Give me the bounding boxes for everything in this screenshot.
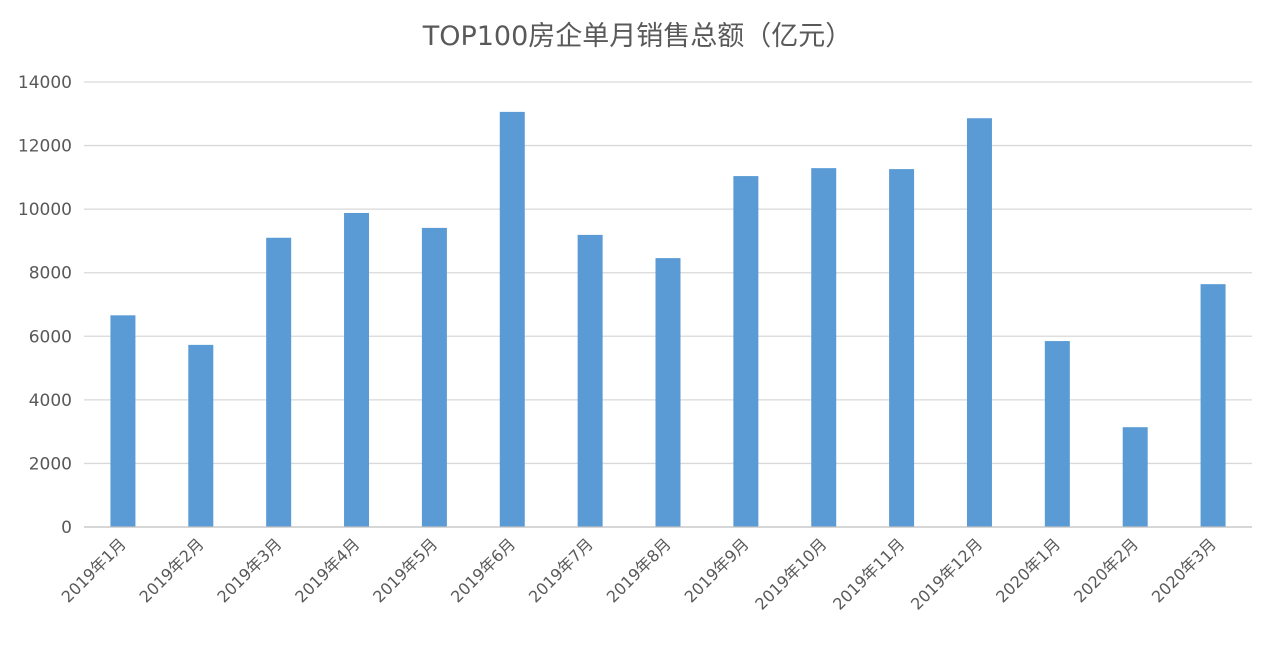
x-tick-label: 2019年5月 — [369, 534, 441, 606]
y-tick-label: 6000 — [29, 327, 72, 347]
chart-title: TOP100房企单月销售总额（亿元） — [422, 21, 853, 52]
y-tick-label: 10000 — [18, 200, 72, 220]
x-tick-label: 2020年2月 — [1070, 534, 1142, 606]
bar — [1122, 427, 1148, 527]
bar — [889, 169, 915, 528]
y-tick-label: 14000 — [18, 73, 72, 93]
bars — [110, 111, 1226, 528]
x-tick-label: 2019年11月 — [829, 534, 908, 613]
x-axis-labels: 2019年1月 2019年2月 2019年3月 2019年4月 2019年5月 2019年… — [58, 534, 1220, 613]
x-tick-label: 2019年9月 — [681, 534, 753, 606]
x-tick-label: 2019年10月 — [751, 534, 830, 613]
y-tick-label: 2000 — [29, 454, 72, 474]
bar — [655, 258, 681, 527]
y-tick-label: 0 — [61, 518, 72, 538]
x-tick-label: 2019年4月 — [291, 534, 363, 606]
x-tick-label: 2020年3月 — [1148, 534, 1220, 606]
bar — [344, 212, 370, 527]
bar — [966, 118, 992, 527]
bar — [499, 111, 525, 527]
bar — [733, 176, 759, 528]
y-axis-ticks: 0 2000 4000 6000 8000 10000 12000 14000 — [18, 73, 72, 538]
x-tick-label: 2019年6月 — [447, 534, 519, 606]
bar — [110, 315, 136, 527]
x-tick-label: 2019年3月 — [213, 534, 285, 606]
bar — [577, 234, 603, 527]
bar — [421, 227, 447, 527]
x-tick-label: 2019年1月 — [58, 534, 130, 606]
y-tick-label: 12000 — [18, 137, 72, 157]
x-tick-label: 2020年1月 — [992, 534, 1064, 606]
bar — [1044, 341, 1070, 527]
bar — [188, 344, 214, 527]
x-tick-label: 2019年8月 — [603, 534, 675, 606]
y-tick-label: 4000 — [29, 391, 72, 411]
bar — [811, 168, 837, 527]
x-tick-label: 2019年2月 — [136, 534, 208, 606]
x-tick-label: 2019年12月 — [907, 534, 986, 613]
x-tick-label: 2019年7月 — [525, 534, 597, 606]
bar — [266, 237, 292, 527]
bar — [1200, 284, 1226, 527]
y-tick-label: 8000 — [29, 264, 72, 284]
